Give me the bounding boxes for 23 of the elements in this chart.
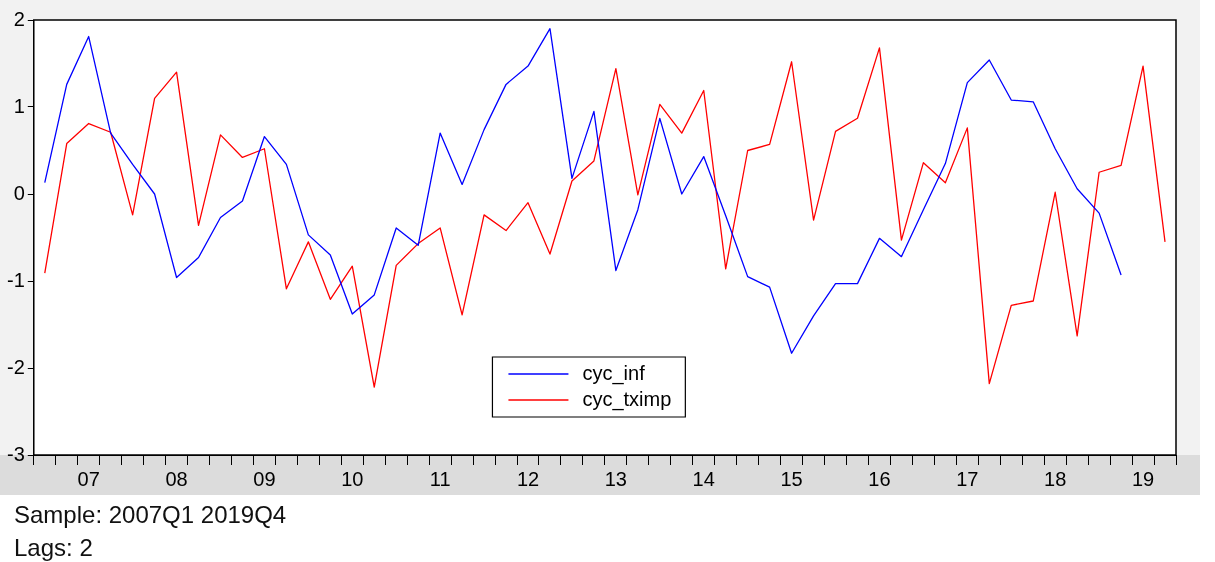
y-tick-label: 1	[13, 94, 25, 117]
x-tick-label: 08	[165, 467, 188, 490]
y-tick-label: -3	[6, 442, 25, 465]
text: Lags: 2	[14, 533, 94, 562]
x-tick-label: 12	[516, 467, 540, 490]
x-tick-label: 13	[604, 467, 627, 490]
x-tick-label: 16	[868, 467, 891, 490]
legend-label: cyc_tximp	[582, 387, 672, 411]
text: Sample: 2007Q1 2019Q4	[14, 500, 287, 530]
x-tick-label: 17	[956, 467, 979, 490]
y-tick-label: -1	[6, 268, 25, 291]
legend-label: cyc_inf	[582, 361, 646, 385]
x-tick-label: 07	[77, 467, 100, 490]
x-tick-label: 15	[780, 467, 803, 490]
y-tick-label: 2	[13, 7, 25, 30]
x-tick-label: 09	[253, 467, 276, 490]
x-tick-label: 11	[429, 467, 451, 490]
x-tick-label: 19	[1131, 467, 1155, 490]
x-tick-label: 10	[341, 467, 364, 490]
y-tick-label: -2	[6, 355, 25, 378]
x-tick-label: 18	[1044, 467, 1067, 490]
x-tick-label: 14	[692, 467, 715, 490]
y-tick-label: 0	[13, 181, 25, 204]
